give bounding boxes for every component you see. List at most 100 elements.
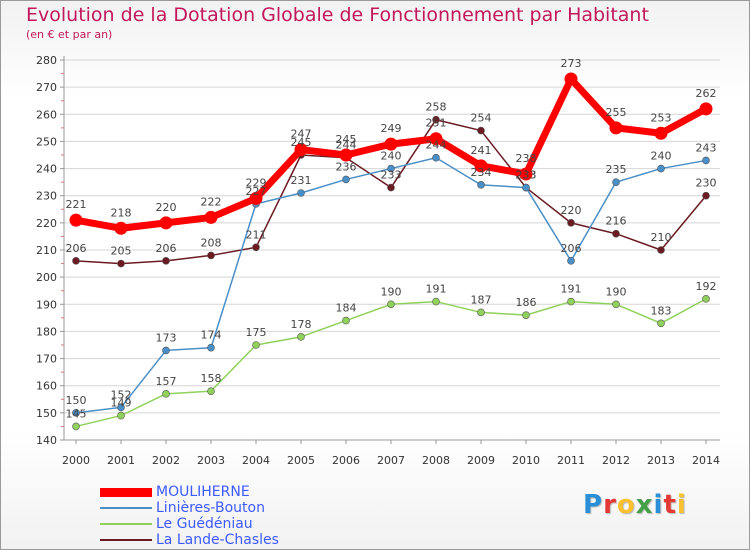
- data-label: 253: [651, 111, 672, 124]
- x-tick-label: 2014: [692, 454, 720, 467]
- data-point: [429, 132, 443, 146]
- data-point: [114, 221, 128, 235]
- data-label: 234: [471, 166, 492, 179]
- data-label: 233: [516, 169, 537, 182]
- data-point: [567, 219, 575, 227]
- y-tick-label: 240: [36, 163, 57, 176]
- y-tick-label: 210: [36, 244, 57, 257]
- data-label: 187: [471, 293, 492, 306]
- data-point: [657, 164, 665, 173]
- chart-title: Evolution de la Dotation Globale de Fonc…: [26, 4, 649, 26]
- data-label: 221: [66, 198, 87, 211]
- data-point: [297, 333, 305, 341]
- data-point: [117, 403, 125, 412]
- data-label: 244: [336, 139, 357, 152]
- data-point: [72, 257, 80, 265]
- proxiti-logo: Proxiti: [583, 490, 687, 520]
- data-point: [612, 300, 620, 309]
- logo-letter: t: [663, 490, 677, 520]
- data-point: [612, 229, 620, 238]
- y-tick-label: 200: [36, 271, 57, 284]
- chart-subtitle: (en € et par an): [26, 28, 113, 41]
- data-label: 206: [66, 242, 87, 255]
- x-tick-label: 2013: [647, 454, 675, 467]
- data-point: [657, 319, 665, 328]
- y-tick-label: 150: [36, 407, 57, 420]
- data-point: [252, 341, 260, 349]
- x-tick-label: 2011: [557, 454, 585, 467]
- x-tick-label: 2002: [152, 454, 180, 467]
- data-point: [342, 175, 350, 184]
- legend-label: Le Guédéniau: [156, 516, 253, 532]
- data-point: [117, 411, 125, 420]
- data-point: [162, 390, 170, 398]
- data-label: 220: [561, 204, 582, 217]
- data-point: [567, 257, 575, 265]
- y-tick-label: 250: [36, 135, 57, 148]
- data-label: 178: [291, 318, 312, 331]
- data-label: 149: [111, 397, 132, 410]
- x-tick-label: 2006: [332, 454, 360, 467]
- data-label: 251: [426, 117, 447, 130]
- data-point: [387, 300, 395, 309]
- data-label: 206: [561, 242, 582, 255]
- data-label: 235: [606, 163, 627, 176]
- x-tick-label: 2009: [467, 454, 495, 467]
- data-label: 184: [336, 302, 357, 315]
- data-point: [207, 251, 215, 260]
- data-point: [612, 178, 620, 186]
- data-label: 183: [651, 304, 672, 317]
- legend-swatch: [100, 487, 152, 497]
- data-label: 273: [561, 57, 582, 70]
- logo-letter: i: [676, 490, 687, 520]
- legend-item: MOULIHERNE: [100, 484, 279, 500]
- data-label: 230: [696, 177, 717, 190]
- legend-item: La Lande-Chasles: [100, 532, 279, 548]
- data-point: [477, 308, 485, 317]
- data-label: 243: [696, 141, 717, 154]
- data-point: [477, 181, 485, 189]
- data-label: 227: [246, 185, 267, 198]
- data-point: [654, 126, 668, 140]
- data-point: [162, 257, 170, 265]
- data-point: [699, 102, 713, 116]
- data-label: 245: [336, 133, 357, 146]
- logo-letter: i: [653, 490, 664, 520]
- data-label: 247: [291, 128, 312, 141]
- data-point: [249, 191, 263, 205]
- data-point: [522, 311, 530, 319]
- data-point: [72, 422, 80, 431]
- data-point: [339, 148, 353, 162]
- data-point: [387, 164, 395, 173]
- data-label: 191: [561, 283, 582, 296]
- data-label: 222: [201, 195, 222, 208]
- x-tick-label: 2010: [512, 454, 540, 467]
- legend-item: Linières-Bouton: [100, 500, 279, 516]
- data-point: [702, 191, 710, 200]
- data-label: 255: [606, 106, 627, 119]
- data-point: [432, 115, 440, 124]
- x-tick-label: 2012: [602, 454, 630, 467]
- data-label: 254: [471, 112, 492, 125]
- data-label: 152: [111, 388, 132, 401]
- data-label: 238: [516, 152, 537, 165]
- y-tick-label: 140: [36, 434, 57, 447]
- x-tick-label: 2001: [107, 454, 135, 467]
- data-label: 192: [696, 280, 717, 293]
- legend-label: La Lande-Chasles: [156, 532, 279, 548]
- data-label: 211: [246, 228, 267, 241]
- logo-letter: x: [635, 490, 654, 520]
- data-point: [159, 216, 173, 230]
- data-label: 190: [381, 285, 402, 298]
- y-tick-label: 170: [36, 353, 57, 366]
- data-point: [252, 243, 260, 252]
- y-tick-label: 230: [36, 190, 57, 203]
- data-label: 175: [246, 326, 267, 339]
- chart-legend: MOULIHERNE Linières-Bouton Le Guédéniau La …: [100, 484, 279, 548]
- y-tick-label: 270: [36, 81, 57, 94]
- data-point: [519, 167, 533, 181]
- legend-swatch: [100, 523, 152, 525]
- data-label: 244: [426, 139, 447, 152]
- data-point: [162, 346, 170, 355]
